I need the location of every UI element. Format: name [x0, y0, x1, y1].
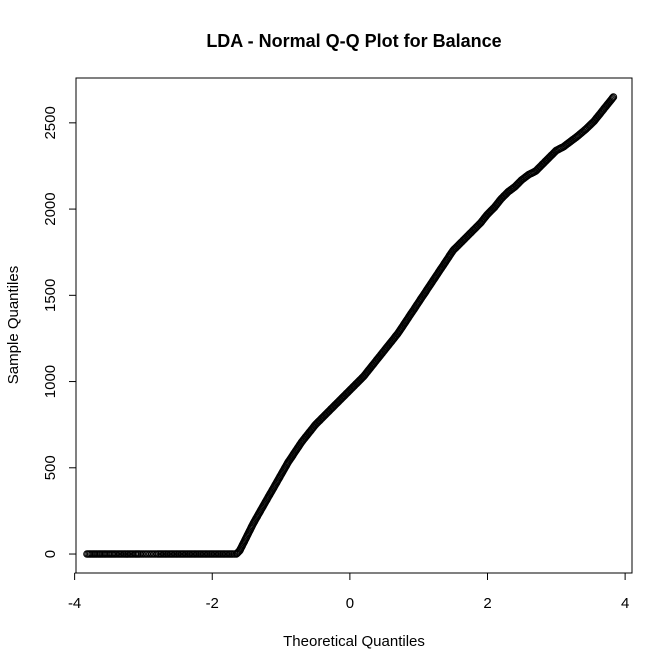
y-axis-label: Sample Quantiles: [5, 266, 22, 384]
data-point: [609, 93, 618, 101]
y-tick-label: 0: [42, 550, 59, 558]
x-tick-label: -2: [206, 595, 219, 612]
x-tick-label: 0: [346, 595, 354, 612]
y-tick-label: 500: [42, 455, 59, 480]
y-axis: 0 500 1000 1500 2000 2500: [42, 106, 77, 558]
x-tick-label: -4: [68, 595, 81, 612]
data-point-dense: [608, 94, 617, 102]
x-tick-label: 4: [621, 595, 629, 612]
y-tick-label: 2500: [42, 106, 59, 139]
plot-frame: [75, 77, 633, 574]
chart-title: LDA - Normal Q-Q Plot for Balance: [206, 31, 501, 51]
y-tick-label: 2000: [42, 192, 59, 225]
x-axis-label: Theoretical Quantiles: [283, 633, 425, 650]
y-tick-label: 1500: [42, 279, 59, 312]
data-points: [83, 93, 618, 558]
y-tick-label: 1000: [42, 365, 59, 398]
x-axis: -4 -2 0 2 4: [68, 572, 629, 612]
x-tick-label: 2: [483, 595, 491, 612]
data-point-dense: [608, 95, 616, 103]
